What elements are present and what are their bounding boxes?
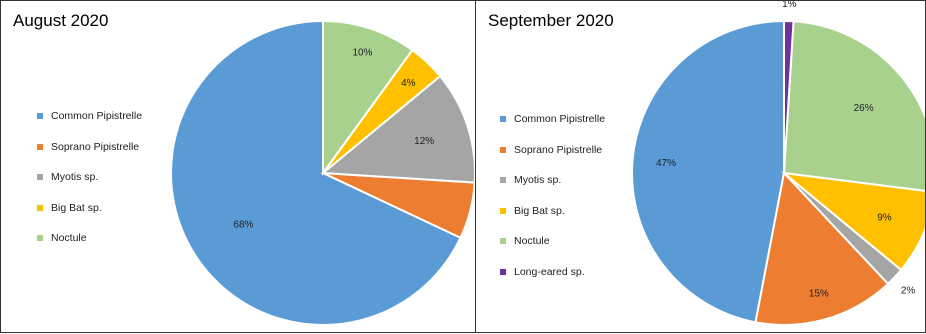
pie-slice-common-pipistrelle <box>631 19 785 324</box>
data-label-soprano-pipistrelle: 15% <box>809 289 829 300</box>
data-label-long-eared-sp: 1% <box>782 0 797 10</box>
pie-slice-long-eared-sp <box>783 19 795 174</box>
legend-item-soprano-pipistrelle: Soprano Pipistrelle <box>37 140 142 171</box>
data-label-common-pipistrelle: 47% <box>656 158 676 169</box>
data-label-myotis-sp: 12% <box>414 136 434 147</box>
legend-item-noctule: Noctule <box>500 234 605 265</box>
legend-swatch <box>37 204 43 211</box>
legend-item-big-bat-sp: Big Bat sp. <box>500 204 605 235</box>
legend-label: Noctule <box>51 232 87 244</box>
legend-label: Noctule <box>514 235 550 247</box>
legend-swatch <box>500 146 506 153</box>
legend-item-common-pipistrelle: Common Pipistrelle <box>500 112 605 143</box>
data-label-noctule: 10% <box>352 48 372 59</box>
legend-item-long-eared-sp: Long-eared sp. <box>500 265 605 296</box>
pie-chart: 47% 15% 2% 9% 26% 1% <box>631 0 925 326</box>
data-label-big-bat-sp: 9% <box>877 212 892 223</box>
pie-slice-common-pipistrelle <box>170 19 462 326</box>
august-chart-panel: August 2020 Common Pipistrelle Soprano Pi… <box>0 0 476 333</box>
legend-item-soprano-pipistrelle: Soprano Pipistrelle <box>500 143 605 174</box>
legend-label: Soprano Pipistrelle <box>514 143 603 156</box>
legend-item-myotis-sp: Myotis sp. <box>37 170 142 201</box>
chart-legend: Common Pipistrelle Soprano Pipistrelle Myo… <box>500 112 605 295</box>
legend-item-myotis-sp: Myotis sp. <box>500 173 605 204</box>
legend-swatch <box>500 268 506 275</box>
legend-swatch <box>500 207 506 214</box>
legend-label: Soprano Pipistrelle <box>51 140 140 153</box>
legend-label: Common Pipistrelle <box>51 110 143 122</box>
data-label-common-pipistrelle: 68% <box>233 219 253 230</box>
legend-item-common-pipistrelle: Common Pipistrelle <box>37 109 142 140</box>
legend-swatch <box>37 174 43 180</box>
legend-swatch <box>37 113 43 119</box>
pie-slice-soprano-pipistrelle <box>754 170 890 326</box>
legend-item-big-bat-sp: Big Bat sp. <box>37 201 142 232</box>
data-label-noctule: 26% <box>854 103 874 114</box>
chart-title: September 2020 <box>488 11 614 30</box>
chart-title: August 2020 <box>13 11 109 30</box>
legend-swatch <box>37 235 43 241</box>
legend-swatch <box>500 116 506 122</box>
september-chart-panel: September 2020 Common Pipistrelle Soprano… <box>475 0 926 333</box>
pie-slice-noctule <box>322 19 414 177</box>
pie-chart: 68%6%12%4%10% <box>170 19 475 326</box>
legend-label: Common Pipistrelle <box>514 113 606 125</box>
legend-label: Big Bat sp. <box>51 201 102 214</box>
pie-slice-noctule <box>782 20 925 192</box>
legend-swatch <box>37 143 43 150</box>
pie-slice-big-bat-sp <box>780 171 925 272</box>
legend-label: Long-eared sp. <box>514 265 585 278</box>
legend-label: Big Bat sp. <box>514 204 565 217</box>
data-label-big-bat-sp: 4% <box>401 78 416 89</box>
legend-swatch <box>500 177 506 183</box>
data-label-myotis-sp: 2% <box>901 286 916 297</box>
pie-slice-myotis-sp <box>320 74 475 184</box>
legend-label: Myotis sp. <box>514 174 562 186</box>
legend-label: Myotis sp. <box>51 171 99 183</box>
legend-swatch <box>500 238 506 244</box>
legend-item-noctule: Noctule <box>37 231 142 262</box>
chart-legend: Common Pipistrelle Soprano Pipistrelle Myo… <box>37 109 142 262</box>
